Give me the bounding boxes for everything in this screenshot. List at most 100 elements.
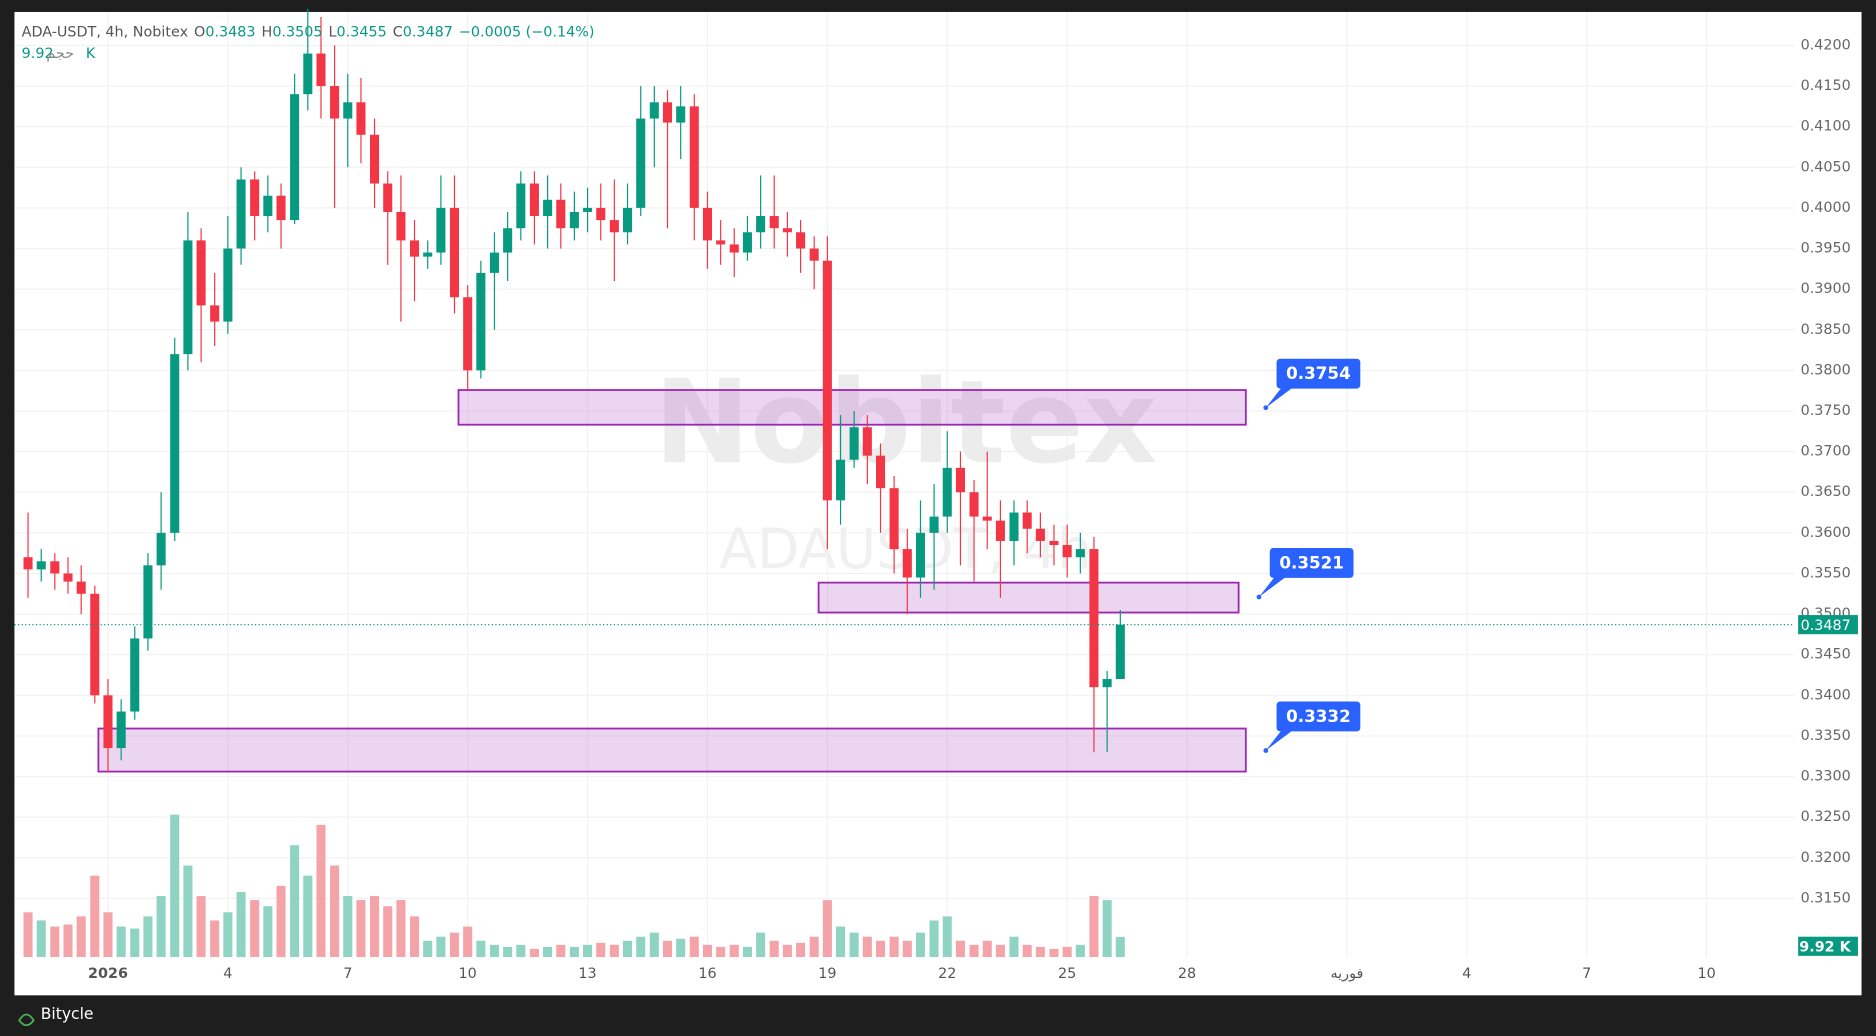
candle-body xyxy=(676,106,686,123)
candle-body xyxy=(250,179,260,217)
y-tick-label: 0.3350 xyxy=(1801,728,1851,744)
header-field-label: C xyxy=(393,24,403,40)
candle-body xyxy=(436,207,446,253)
candle-body xyxy=(995,520,1005,541)
last-price-tag xyxy=(1798,615,1858,635)
candle-body xyxy=(729,244,739,253)
y-tick-label: 0.4100 xyxy=(1801,119,1851,135)
candle-body xyxy=(809,248,819,261)
candle-body xyxy=(849,427,859,460)
candle-body xyxy=(143,565,153,639)
zone xyxy=(817,581,1240,614)
candle-body xyxy=(370,134,380,184)
volume-bar xyxy=(942,916,952,958)
candle-body xyxy=(689,106,699,208)
volume-bar xyxy=(556,944,566,958)
x-tick-label: 7 xyxy=(1582,966,1591,982)
candle-body xyxy=(210,305,220,322)
volume-tag-label: 9.92 K xyxy=(1799,939,1851,955)
volume-bar xyxy=(995,944,1005,958)
y-tick-label: 0.3650 xyxy=(1801,484,1851,500)
volume-bar xyxy=(303,875,313,958)
volume-bar xyxy=(463,926,473,958)
volume-bar xyxy=(1049,948,1059,958)
y-tick-label: 0.3250 xyxy=(1801,809,1851,825)
volume-bar xyxy=(649,932,659,958)
volume-bar xyxy=(729,944,739,958)
volume-bar xyxy=(529,948,539,958)
candle-body xyxy=(303,53,313,95)
header-field-value: 0.3483 xyxy=(205,24,255,40)
candle-body xyxy=(702,207,712,241)
candle-body xyxy=(196,240,206,306)
footer-brand: Bitycle xyxy=(41,1005,94,1023)
candle-body xyxy=(463,297,473,371)
volume-bar xyxy=(955,940,965,958)
y-tick-label: 0.3200 xyxy=(1801,850,1851,866)
annotation-label: 0.3332 xyxy=(1286,706,1351,726)
candle-body xyxy=(423,252,433,257)
volume-bar xyxy=(902,940,912,958)
volume-bar xyxy=(609,944,619,958)
candle-body xyxy=(63,573,73,582)
y-tick-label: 0.3550 xyxy=(1801,565,1851,581)
candle-body xyxy=(796,232,806,249)
candle-body xyxy=(982,516,992,521)
header-field-value: 0.3505 xyxy=(272,24,322,40)
candle-body xyxy=(1089,549,1099,688)
candle-body xyxy=(862,427,872,456)
volume-bar xyxy=(236,891,246,958)
header: ADA-USDT, 4h, Nobitex O0.3483 H0.3505 L0.34… xyxy=(22,24,595,40)
candle-body xyxy=(130,638,140,712)
y-tick-label: 0.3300 xyxy=(1801,769,1851,785)
candle-body xyxy=(343,102,353,119)
volume-bar xyxy=(130,928,140,958)
volume-bar xyxy=(596,942,606,958)
candle-body xyxy=(476,272,486,371)
candle-body xyxy=(263,195,273,217)
candle-body xyxy=(822,260,832,501)
candle-body xyxy=(76,581,86,594)
volume-bar xyxy=(210,920,220,958)
x-tick-label: 25 xyxy=(1058,966,1076,982)
volume-bar xyxy=(63,924,73,958)
candle-body xyxy=(50,561,60,574)
volume-bar xyxy=(662,940,673,958)
volume-bar xyxy=(223,912,233,958)
volume-bar xyxy=(383,906,393,958)
volume-bar xyxy=(436,936,446,958)
candle-body xyxy=(782,228,792,233)
y-tick-label: 0.3700 xyxy=(1801,444,1851,460)
watermark-brand: Nobitex xyxy=(654,356,1157,490)
volume-bar xyxy=(849,932,859,958)
x-tick-label: 13 xyxy=(578,966,596,982)
x-tick-label: 10 xyxy=(1697,966,1715,982)
volume-bar xyxy=(290,845,300,958)
candle-body xyxy=(529,183,539,217)
y-tick-label: 0.3800 xyxy=(1801,362,1851,378)
volume-bar xyxy=(1009,936,1019,958)
volume-bar xyxy=(1035,946,1045,958)
header-symbol: ADA-USDT, 4h, Nobitex xyxy=(22,24,189,40)
y-tick-label: 0.4200 xyxy=(1801,37,1851,53)
zone xyxy=(97,727,1247,773)
y-tick-label: 0.3900 xyxy=(1801,281,1851,297)
x-tick-label: 16 xyxy=(698,966,716,982)
candle-body xyxy=(236,179,246,249)
annotation-box xyxy=(1276,358,1361,389)
candle-body xyxy=(716,240,726,245)
candle-body xyxy=(596,207,606,221)
volume-bar xyxy=(636,936,646,958)
candle-body xyxy=(636,118,646,208)
last-price-label: 0.3487 xyxy=(1801,618,1851,634)
volume-bar xyxy=(330,865,340,958)
header-volume-name: حجم xyxy=(46,46,74,62)
volume-bar xyxy=(516,944,526,958)
volume-bar xyxy=(1115,936,1125,958)
candle-body xyxy=(556,199,566,229)
x-tick-label: 19 xyxy=(818,966,836,982)
annotation-label: 0.3754 xyxy=(1286,363,1351,383)
volume-bar xyxy=(1062,946,1072,958)
candle-body xyxy=(316,53,326,87)
